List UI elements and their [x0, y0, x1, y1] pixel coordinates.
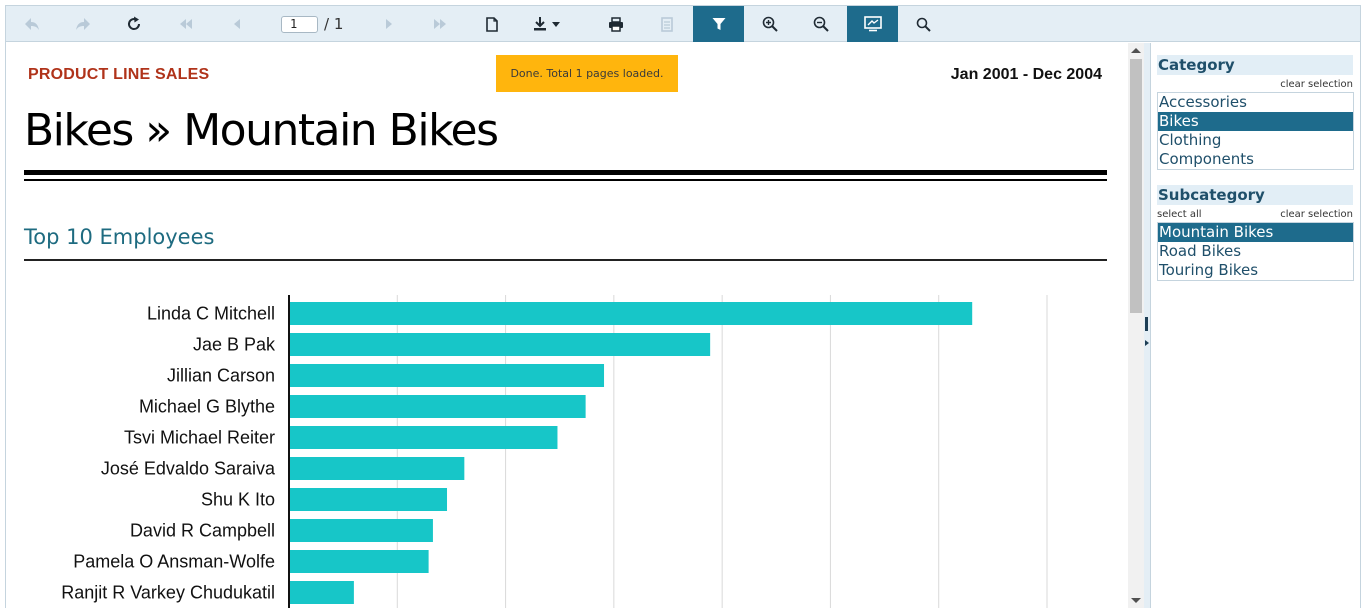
status-message: Done. Total 1 pages loaded.	[496, 55, 678, 92]
report-header: PRODUCT LINE SALES	[28, 66, 210, 83]
scroll-thumb[interactable]	[1130, 59, 1142, 313]
bar	[290, 457, 465, 480]
bar	[290, 364, 605, 387]
subcategory-clear-selection[interactable]: clear selection	[1280, 209, 1353, 220]
date-range: Jan 2001 - Dec 2004	[950, 66, 1102, 83]
bar	[290, 426, 558, 449]
category-label: Linda C Mitchell	[147, 304, 275, 324]
bar	[290, 302, 973, 325]
bar	[290, 550, 429, 573]
category-label: David R Campbell	[130, 521, 275, 541]
section-title: Top 10 Employees	[24, 225, 215, 249]
category-option[interactable]: Components	[1159, 150, 1254, 168]
title-rule-thick	[24, 170, 1107, 175]
category-option[interactable]: Accessories	[1159, 93, 1247, 111]
forward-icon[interactable]	[69, 6, 97, 42]
category-label: Category	[1157, 55, 1353, 75]
splitter-grip[interactable]	[1145, 317, 1148, 331]
next-page-icon[interactable]	[375, 6, 403, 42]
subcategory-option[interactable]: Mountain Bikes	[1158, 223, 1353, 242]
fullscreen-icon[interactable]	[847, 6, 898, 42]
report-viewer: 1 / 1	[5, 5, 1361, 608]
zoom-out-icon[interactable]	[807, 6, 835, 42]
bar	[290, 333, 711, 356]
report-icon[interactable]	[653, 6, 681, 42]
section-rule	[24, 259, 1107, 261]
category-label: José Edvaldo Saraiva	[101, 459, 276, 479]
category-label: Jae B Pak	[193, 335, 276, 355]
category-label: Michael G Blythe	[139, 397, 275, 417]
zoom-in-icon[interactable]	[756, 6, 784, 42]
category-label: Shu K Ito	[201, 490, 275, 510]
subcategory-label: Subcategory	[1157, 185, 1353, 205]
category-option[interactable]: Clothing	[1159, 131, 1222, 149]
scroll-up-icon[interactable]	[1131, 48, 1141, 53]
report-title: Bikes » Mountain Bikes	[24, 105, 499, 156]
subcategory-option[interactable]: Road Bikes	[1159, 242, 1242, 260]
first-page-icon[interactable]	[172, 6, 200, 42]
title-rule-thin	[24, 179, 1107, 181]
prev-page-icon[interactable]	[223, 6, 251, 42]
category-label: Pamela O Ansman-Wolfe	[73, 552, 275, 572]
subcategory-list[interactable]: Mountain Bikes Road Bikes Touring Bikes	[1157, 222, 1354, 281]
toolbar: 1 / 1	[6, 6, 1360, 42]
collapse-arrow-icon[interactable]	[1145, 340, 1149, 346]
vertical-scrollbar[interactable]	[1128, 43, 1144, 608]
category-clear-selection[interactable]: clear selection	[1280, 79, 1353, 90]
category-list[interactable]: Accessories Bikes Clothing Components	[1157, 92, 1354, 170]
bar	[290, 488, 448, 511]
parameters-panel: Category clear selection Accessories Bike…	[1150, 43, 1360, 608]
category-option[interactable]: Bikes	[1158, 112, 1353, 131]
refresh-icon[interactable]	[120, 6, 148, 42]
page-total: / 1	[324, 15, 344, 33]
subcategory-option[interactable]: Touring Bikes	[1159, 261, 1259, 279]
bar	[290, 581, 354, 604]
back-icon[interactable]	[18, 6, 46, 42]
subcategory-select-all[interactable]: select all	[1157, 209, 1202, 220]
bar	[290, 395, 586, 418]
report-viewport: PRODUCT LINE SALES Done. Total 1 pages l…	[6, 43, 1128, 608]
filter-icon[interactable]	[693, 6, 744, 42]
category-label: Tsvi Michael Reiter	[124, 428, 275, 448]
search-icon[interactable]	[909, 6, 937, 42]
download-icon[interactable]	[528, 6, 568, 42]
print-icon[interactable]	[602, 6, 630, 42]
employee-bar-chart: Linda C Mitchell Jae B Pak Jillian Carson M…	[61, 295, 1048, 608]
last-page-icon[interactable]	[426, 6, 454, 42]
category-label: Jillian Carson	[167, 366, 275, 386]
panel-splitter[interactable]	[1144, 43, 1150, 608]
document-icon[interactable]	[478, 6, 506, 42]
category-label: Ranjit R Varkey Chudukatil	[61, 583, 275, 603]
page-number-input[interactable]: 1	[281, 16, 318, 33]
scroll-down-icon[interactable]	[1131, 598, 1141, 603]
bar	[290, 519, 433, 542]
